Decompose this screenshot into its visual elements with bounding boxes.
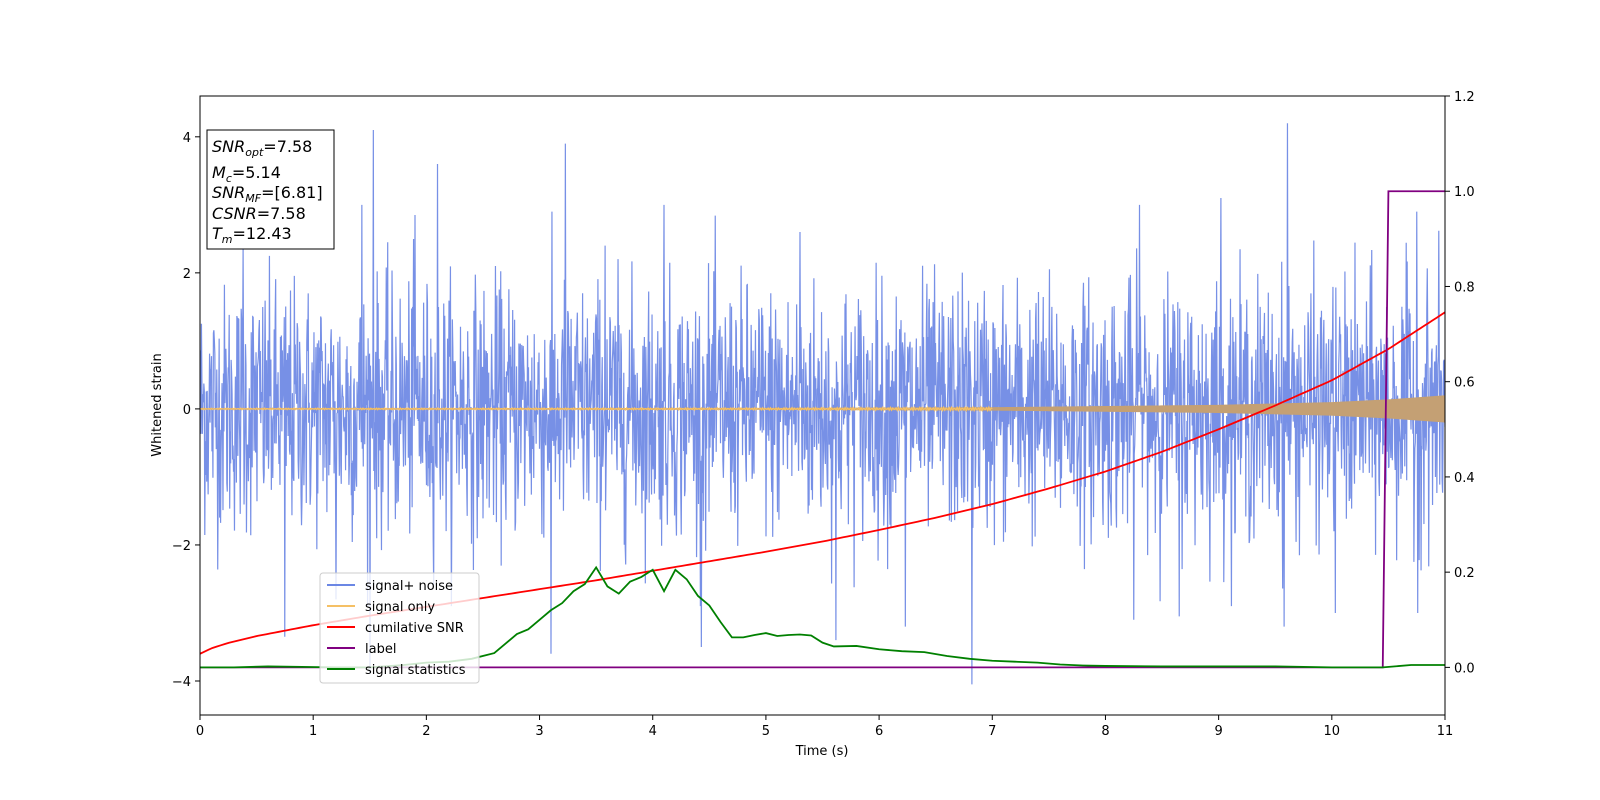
x-tick-label: 2 xyxy=(422,724,430,739)
annotation-subscript: MF xyxy=(245,192,261,205)
annotation-symbol: CSNR xyxy=(212,204,257,223)
x-tick-label: 6 xyxy=(875,724,883,739)
series-line-signal-statistics xyxy=(200,565,1445,669)
legend-frame xyxy=(319,572,480,684)
annotation-frame xyxy=(206,129,335,250)
annotation-symbol: T xyxy=(212,224,223,243)
y-right-tick-label: 0.0 xyxy=(1454,661,1475,676)
x-tick-label: 11 xyxy=(1437,724,1454,739)
annotation-line: Mc=5.14 xyxy=(212,163,281,185)
x-tick-label: 3 xyxy=(535,724,543,739)
x-axis: 0 1 2 3 4 5 6 7 8 9 10 11 xyxy=(196,715,1453,739)
x-tick-label: 1 xyxy=(309,724,317,739)
annotation-value: =5.14 xyxy=(232,163,281,182)
x-tick-label: 9 xyxy=(1214,724,1222,739)
y-right-tick-label: 0.8 xyxy=(1454,280,1475,295)
y-left-tick-label: −4 xyxy=(172,675,191,690)
series-line-signal-only xyxy=(200,405,993,413)
y-right-tick-label: 0.6 xyxy=(1454,376,1475,391)
legend-label: label xyxy=(365,642,396,657)
annotation-line: Tm=12.43 xyxy=(212,224,292,246)
annotation-value: =[6.81] xyxy=(261,183,323,202)
legend-label: signal+ noise xyxy=(365,579,453,594)
series-line-label xyxy=(200,190,1445,669)
annotation-line: SNRopt=7.58 xyxy=(212,137,312,159)
plot-frame xyxy=(199,95,1446,716)
y-right-tick-label: 0.4 xyxy=(1454,471,1475,486)
x-axis-label: Time (s) xyxy=(795,744,849,759)
legend-label: signal only xyxy=(365,600,435,615)
series-line-signal-noise xyxy=(200,123,1445,685)
annotation-subscript: opt xyxy=(245,146,264,159)
y-left-tick-label: 2 xyxy=(183,267,191,282)
y-right-tick-label: 0.2 xyxy=(1454,566,1475,581)
y-axis-left: 4 2 0 −2 −4 xyxy=(172,131,200,690)
annotation-value: =7.58 xyxy=(263,137,312,156)
x-tick-label: 7 xyxy=(988,724,996,739)
x-tick-label: 0 xyxy=(196,724,204,739)
annotation-subscript: c xyxy=(226,172,232,185)
annotation-symbol: SNR xyxy=(212,183,245,202)
annotation-symbol: M xyxy=(212,163,226,182)
x-tick-label: 4 xyxy=(649,724,657,739)
annotation-value: =7.58 xyxy=(257,204,306,223)
y-right-tick-label: 1.2 xyxy=(1454,90,1475,105)
x-tick-label: 8 xyxy=(1101,724,1109,739)
x-tick-label: 10 xyxy=(1324,724,1341,739)
annotation-symbol: SNR xyxy=(212,137,245,156)
annotation-box: SNRopt=7.58Mc=5.14SNRMF=[6.81]CSNR=7.58T… xyxy=(206,129,335,250)
annotation-line: SNRMF=[6.81] xyxy=(212,183,323,205)
y-axis-right: 1.2 1.0 0.8 0.6 0.4 0.2 0.0 xyxy=(1445,90,1475,676)
annotation-line: CSNR=7.58 xyxy=(212,204,306,223)
annotation-subscript: m xyxy=(222,233,233,246)
legend-label: cumilative SNR xyxy=(365,621,464,636)
legend: signal+ noise signal only cumilative SNR la… xyxy=(319,572,480,684)
legend-label: signal statistics xyxy=(365,663,466,678)
y-right-tick-label: 1.0 xyxy=(1454,185,1475,200)
y-left-tick-label: −2 xyxy=(172,539,191,554)
y-axis-label: Whitened strain xyxy=(150,353,165,456)
y-left-tick-label: 4 xyxy=(183,131,191,146)
x-tick-label: 5 xyxy=(762,724,770,739)
annotation-value: =12.43 xyxy=(233,224,292,243)
y-left-tick-label: 0 xyxy=(183,403,191,418)
